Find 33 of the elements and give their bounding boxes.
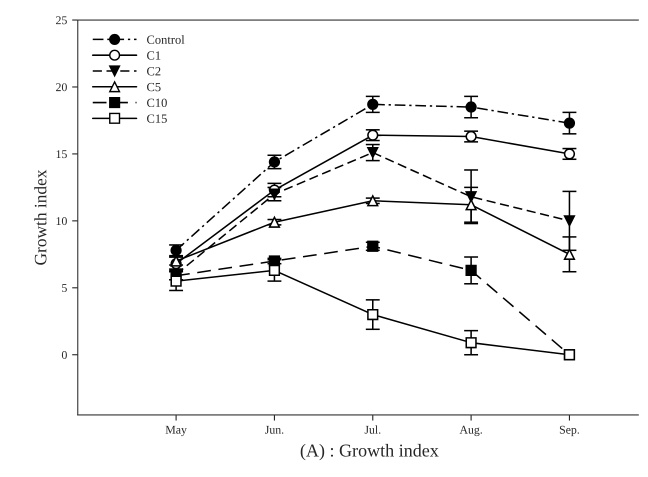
legend-label: C1	[147, 51, 160, 60]
legend-label: Control	[147, 35, 184, 44]
point	[465, 337, 477, 348]
point	[465, 199, 477, 210]
y-axis-title: Growth index	[34, 170, 46, 265]
legend-label: C15	[147, 114, 167, 123]
point	[367, 308, 378, 320]
point	[465, 191, 477, 202]
y-tick-label: 0	[62, 350, 67, 359]
y-tick-label: 25	[56, 16, 67, 24]
x-tick-label: May	[166, 426, 187, 436]
point	[564, 118, 576, 129]
point	[170, 275, 182, 287]
x-tick-label: Sep.	[560, 426, 579, 436]
point	[465, 101, 477, 113]
point	[465, 264, 477, 276]
point	[564, 248, 576, 260]
y-tick-label: 10	[56, 217, 67, 226]
legend-label: C5	[147, 82, 161, 92]
y-tick-label: 15	[56, 150, 67, 158]
text: (A) : Growth index	[300, 444, 439, 460]
point	[367, 195, 378, 206]
y-tick-label: 5	[62, 284, 67, 292]
legend-label: C2	[147, 67, 160, 76]
x-tick-label: Jun.	[265, 426, 284, 434]
x-tick-label: Aug.	[460, 426, 482, 436]
y-tick-label: 20	[56, 83, 67, 92]
point	[564, 215, 576, 226]
x-tick-label: Jul.	[364, 425, 380, 434]
point	[367, 146, 378, 158]
point	[268, 264, 280, 276]
legend-label: C10	[147, 98, 167, 108]
point	[367, 98, 378, 110]
